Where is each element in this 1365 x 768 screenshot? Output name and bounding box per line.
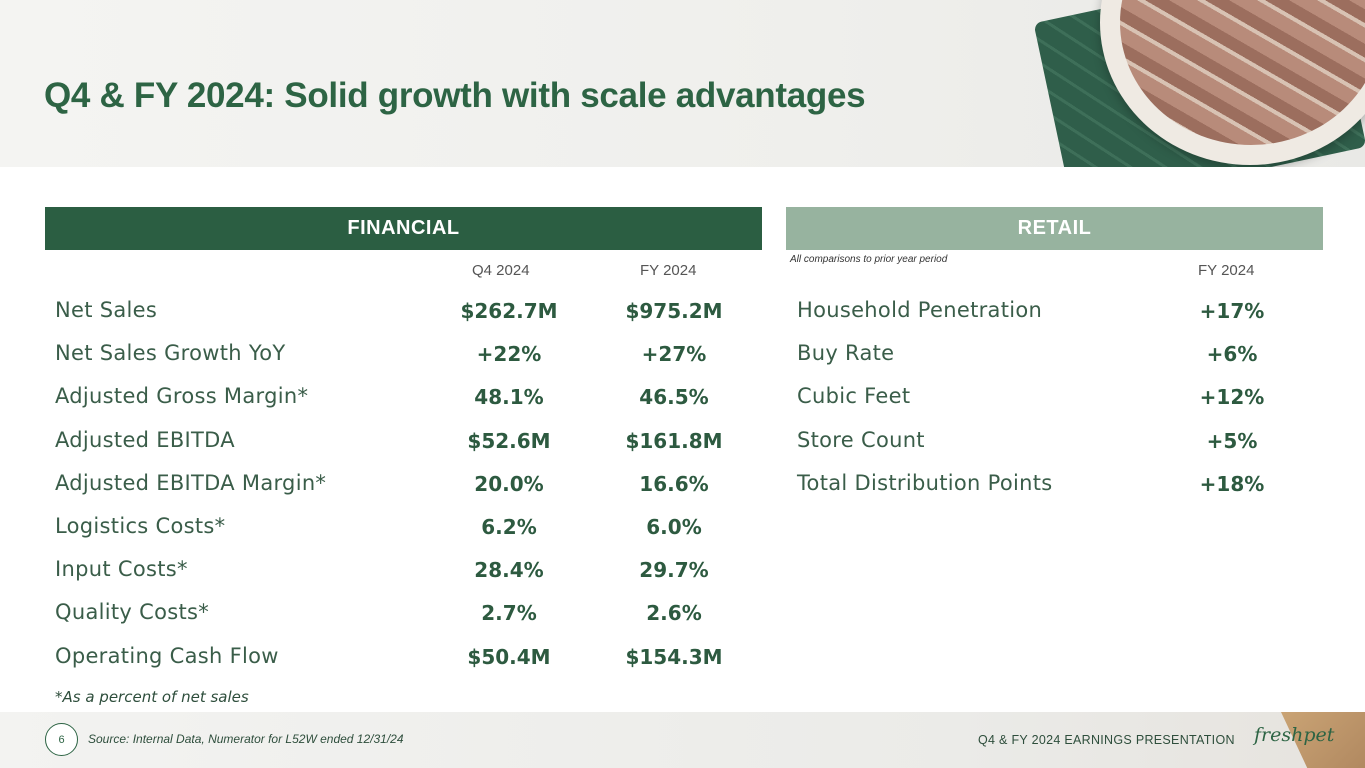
retail-row-label: Buy Rate xyxy=(797,341,895,365)
financial-row-label: Operating Cash Flow xyxy=(55,644,279,668)
source-note: Source: Internal Data, Numerator for L52… xyxy=(88,732,404,746)
retail-col-fy: FY 2024 xyxy=(1198,262,1255,279)
financial-row-q4-value: 28.4% xyxy=(474,558,544,582)
retail-note: All comparisons to prior year period xyxy=(790,254,948,265)
financial-row-fy-value: 16.6% xyxy=(639,472,709,496)
financial-header: FINANCIAL xyxy=(45,207,762,250)
page-number: 6 xyxy=(45,723,78,756)
financial-col-q4: Q4 2024 xyxy=(472,262,530,279)
financial-row-q4-value: 6.2% xyxy=(481,515,537,539)
retail-header: RETAIL xyxy=(786,207,1323,250)
food-bowl-image xyxy=(1030,0,1365,167)
financial-row-label: Adjusted Gross Margin* xyxy=(55,384,309,408)
retail-row-fy-value: +17% xyxy=(1199,299,1265,323)
presentation-name: Q4 & FY 2024 EARNINGS PRESENTATION xyxy=(978,733,1235,747)
financial-row-label: Logistics Costs* xyxy=(55,514,226,538)
financial-row-fy-value: 29.7% xyxy=(639,558,709,582)
financial-row-q4-value: +22% xyxy=(476,342,542,366)
financial-row-fy-value: 6.0% xyxy=(646,515,702,539)
financial-row-fy-value: $154.3M xyxy=(625,645,723,669)
financial-row-label: Net Sales xyxy=(55,298,158,322)
financial-row-label: Net Sales Growth YoY xyxy=(55,341,286,365)
retail-row-fy-value: +18% xyxy=(1199,472,1265,496)
financial-row-fy-value: $975.2M xyxy=(625,299,723,323)
retail-row-label: Cubic Feet xyxy=(797,384,911,408)
freshpet-logo: freshpet xyxy=(1254,724,1335,746)
financial-col-fy: FY 2024 xyxy=(640,262,697,279)
page-title: Q4 & FY 2024: Solid growth with scale ad… xyxy=(44,76,866,115)
financial-row-label: Adjusted EBITDA Margin* xyxy=(55,471,327,495)
financial-row-q4-value: 20.0% xyxy=(474,472,544,496)
retail-row-fy-value: +5% xyxy=(1206,429,1258,453)
financial-row-q4-value: 48.1% xyxy=(474,385,544,409)
financial-row-q4-value: $262.7M xyxy=(460,299,558,323)
financial-row-fy-value: $161.8M xyxy=(625,429,723,453)
financial-row-label: Input Costs* xyxy=(55,557,188,581)
retail-row-fy-value: +12% xyxy=(1199,385,1265,409)
financial-row-fy-value: 46.5% xyxy=(639,385,709,409)
financial-row-label: Quality Costs* xyxy=(55,600,210,624)
footer-band xyxy=(0,712,1365,768)
financial-row-q4-value: $52.6M xyxy=(467,429,551,453)
financial-row-fy-value: 2.6% xyxy=(646,601,702,625)
financial-row-label: Adjusted EBITDA xyxy=(55,428,235,452)
retail-row-label: Total Distribution Points xyxy=(797,471,1053,495)
financial-row-fy-value: +27% xyxy=(641,342,707,366)
financial-footnote: *As a percent of net sales xyxy=(55,688,249,706)
retail-row-label: Store Count xyxy=(797,428,925,452)
retail-row-label: Household Penetration xyxy=(797,298,1043,322)
retail-row-fy-value: +6% xyxy=(1206,342,1258,366)
financial-row-q4-value: $50.4M xyxy=(467,645,551,669)
financial-row-q4-value: 2.7% xyxy=(481,601,537,625)
